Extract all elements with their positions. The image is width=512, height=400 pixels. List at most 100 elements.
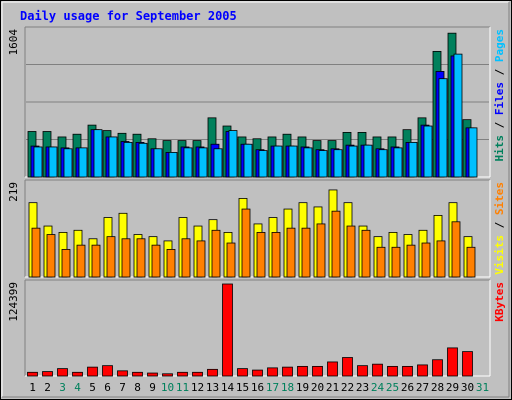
bar-pages-day-2 xyxy=(48,146,58,178)
x-tick-label-day-24: 24 xyxy=(371,381,385,394)
legend-part-0: Visits xyxy=(493,235,506,275)
bar-sites-day-26 xyxy=(406,244,416,278)
bar-kbytes-day-9 xyxy=(147,372,158,377)
bar-sites-day-8 xyxy=(136,238,146,278)
bar-pages-day-25 xyxy=(393,147,403,178)
bar-pages-day-30 xyxy=(468,127,478,178)
bar-pages-day-16 xyxy=(258,150,268,178)
x-tick-label-day-23: 23 xyxy=(356,381,369,394)
x-tick-label-day-2: 2 xyxy=(44,381,51,394)
bar-sites-day-28 xyxy=(436,240,446,278)
bar-sites-day-6 xyxy=(106,236,116,278)
bar-sites-day-3 xyxy=(61,248,71,278)
bar-sites-day-15 xyxy=(241,208,251,278)
series-sites xyxy=(31,208,476,278)
legend-part-2: Sites xyxy=(493,182,506,215)
x-tick-label-day-14: 14 xyxy=(221,381,235,394)
bar-pages-day-14 xyxy=(228,130,238,178)
bar-pages-day-24 xyxy=(378,149,388,178)
bar-sites-day-24 xyxy=(376,246,386,278)
bar-pages-day-18 xyxy=(288,145,298,178)
bar-sites-day-2 xyxy=(46,234,56,278)
bar-pages-day-22 xyxy=(348,145,358,178)
x-tick-label-day-17: 17 xyxy=(266,381,279,394)
x-tick-label-day-31: 31 xyxy=(476,381,489,394)
x-tick-label-day-27: 27 xyxy=(416,381,429,394)
panel-visits-sites: 219 Visits / Sites xyxy=(7,179,506,278)
x-tick-label-day-9: 9 xyxy=(149,381,156,394)
bar-sites-day-23 xyxy=(361,229,371,278)
bar-kbytes-day-15 xyxy=(237,368,248,377)
bar-pages-day-4 xyxy=(78,147,88,178)
bar-kbytes-day-24 xyxy=(372,363,383,377)
bar-kbytes-day-29 xyxy=(447,347,458,377)
bar-pages-day-27 xyxy=(423,125,433,178)
x-tick-label-day-1: 1 xyxy=(29,381,36,394)
max-label-visits-sites: 219 xyxy=(7,182,20,202)
bar-kbytes-day-3 xyxy=(57,368,68,377)
bar-kbytes-day-12 xyxy=(192,371,203,377)
bar-sites-day-5 xyxy=(91,244,101,278)
x-tick-label-day-20: 20 xyxy=(311,381,324,394)
bar-pages-day-3 xyxy=(63,148,73,178)
bar-kbytes-day-27 xyxy=(417,364,428,377)
bar-kbytes-day-28 xyxy=(432,359,443,377)
bar-pages-day-20 xyxy=(318,150,328,178)
bar-kbytes-day-4 xyxy=(72,371,83,377)
x-tick-label-day-19: 19 xyxy=(296,381,309,394)
bar-kbytes-day-20 xyxy=(312,365,323,377)
bar-kbytes-day-18 xyxy=(282,366,293,377)
bar-kbytes-day-6 xyxy=(102,365,113,377)
panel-kbytes: 124399 KBytes xyxy=(7,279,506,377)
x-tick-label-day-12: 12 xyxy=(191,381,204,394)
x-tick-label-day-7: 7 xyxy=(119,381,126,394)
panel-hits-files-pages: 1604 Hits / Files / Pages xyxy=(7,26,506,178)
max-label-kbytes: 124399 xyxy=(7,282,20,322)
bar-pages-day-8 xyxy=(138,142,148,178)
x-tick-label-day-16: 16 xyxy=(251,381,264,394)
x-tick-label-day-3: 3 xyxy=(59,381,66,394)
panel-background xyxy=(25,280,490,376)
bar-kbytes-day-7 xyxy=(117,370,128,377)
legend-part-0: Hits xyxy=(493,135,506,162)
bar-kbytes-day-8 xyxy=(132,371,143,377)
bar-kbytes-day-11 xyxy=(177,371,188,377)
bar-sites-day-27 xyxy=(421,242,431,278)
bar-pages-day-12 xyxy=(198,147,208,178)
bar-kbytes-day-13 xyxy=(207,368,218,377)
bar-pages-day-29 xyxy=(453,53,463,178)
bar-pages-day-13 xyxy=(213,148,223,178)
bar-pages-day-21 xyxy=(333,149,343,178)
bar-kbytes-day-14 xyxy=(222,283,233,377)
x-tick-label-day-30: 30 xyxy=(461,381,474,394)
bar-kbytes-day-25 xyxy=(387,365,398,377)
bar-sites-day-10 xyxy=(166,248,176,278)
bar-sites-day-20 xyxy=(316,223,326,278)
bar-sites-day-1 xyxy=(31,227,41,278)
chart-title: Daily usage for September 2005 xyxy=(20,9,237,23)
bar-pages-day-19 xyxy=(303,147,313,178)
bar-kbytes-day-23 xyxy=(357,365,368,377)
bar-kbytes-day-30 xyxy=(462,351,473,377)
x-axis-labels: 1 2 3 4 5 6 7 8 9 10 11 12 13 14 15 16 17 18 19 20 21 22 23 24 2… xyxy=(29,381,489,394)
bar-pages-day-11 xyxy=(183,147,193,178)
legend-kbytes: KBytes xyxy=(493,282,506,322)
bar-kbytes-day-19 xyxy=(297,365,308,377)
x-tick-label-day-4: 4 xyxy=(74,381,81,394)
x-tick-label-day-13: 13 xyxy=(206,381,219,394)
bar-kbytes-day-1 xyxy=(27,371,38,377)
x-tick-label-day-8: 8 xyxy=(134,381,141,394)
bar-kbytes-day-5 xyxy=(87,366,98,377)
bar-pages-day-17 xyxy=(273,145,283,178)
x-tick-label-day-15: 15 xyxy=(236,381,249,394)
series-kbytes xyxy=(27,283,473,377)
bar-sites-day-25 xyxy=(391,246,401,278)
legend-part-2: Files xyxy=(493,82,506,115)
bar-sites-day-22 xyxy=(346,225,356,278)
bar-pages-day-15 xyxy=(243,143,253,178)
bar-pages-day-10 xyxy=(168,152,178,178)
bar-pages-day-28 xyxy=(438,78,448,178)
bar-sites-day-12 xyxy=(196,240,206,278)
bar-kbytes-day-17 xyxy=(267,367,278,377)
